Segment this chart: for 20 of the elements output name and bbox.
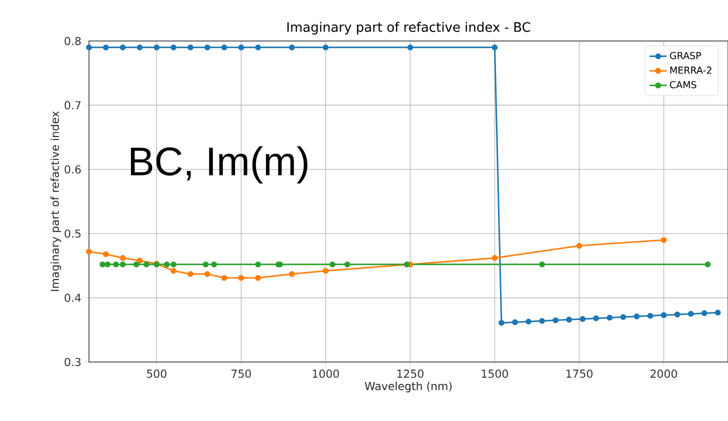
y-tick-label: 0.4: [64, 294, 81, 302]
y-tick-label: 0.8: [64, 36, 81, 46]
y-tick-label: 0.7: [64, 101, 81, 110]
x-tick-label: 500: [146, 370, 166, 378]
y-tick-label: 0.6: [64, 165, 81, 174]
x-tick-label: 1750: [566, 370, 592, 378]
x-tick-label: 750: [232, 370, 251, 378]
legend-label: CAMS: [670, 81, 696, 88]
x-axis-title: Wavelegth (nm): [364, 382, 452, 392]
legend-label: MERRA-2: [670, 66, 712, 74]
y-axis-title: Imaginary part of refactive index: [50, 111, 62, 291]
y-tick-label: 0.3: [64, 358, 81, 366]
x-tick-label: 2000: [650, 370, 678, 378]
annotation: BC, Im(m): [130, 146, 308, 184]
chart-title: Imaginary part of refactive index - BC: [287, 22, 530, 34]
legend-label: GRASP: [670, 52, 701, 60]
x-tick-label: 1000: [312, 370, 339, 378]
y-tick-label: 0.5: [64, 229, 81, 238]
x-tick-label: 1500: [482, 370, 508, 378]
x-tick-label: 1250: [397, 370, 424, 378]
